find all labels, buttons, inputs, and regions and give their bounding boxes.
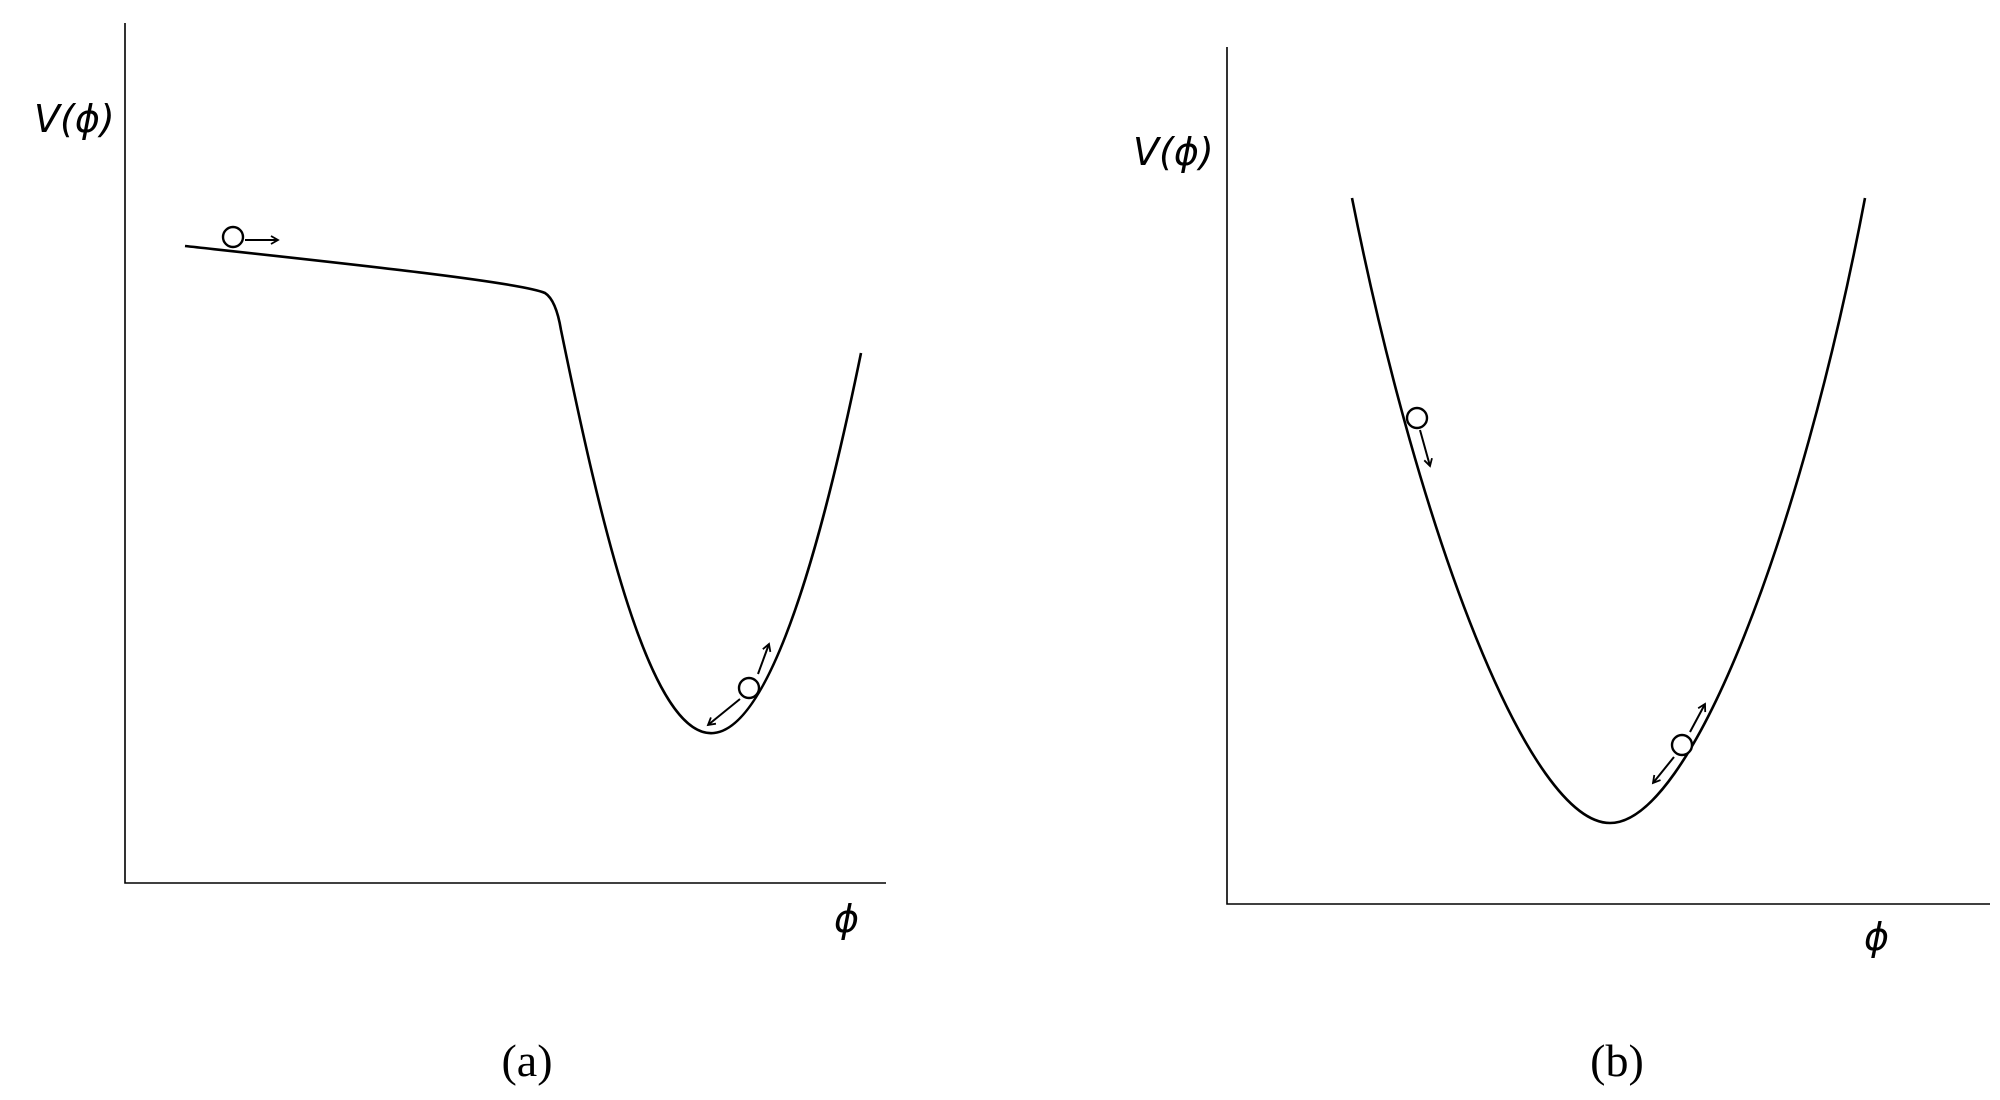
field-ball [1405, 406, 1429, 430]
potential-curve [1350, 197, 1867, 825]
arrow [1689, 702, 1707, 733]
field-ball [737, 676, 761, 700]
arrow [1651, 756, 1675, 785]
potential-curve [184, 244, 863, 735]
axes [124, 23, 886, 884]
panel-a: V(ϕ) ϕ (a) [34, 23, 886, 1086]
arrow [757, 642, 772, 675]
y-axis-label: V(ϕ) [34, 97, 115, 141]
x-axis-label: ϕ [834, 897, 859, 941]
arrow [1419, 429, 1433, 468]
caption: (b) [1590, 1035, 1644, 1086]
x-axis-label: ϕ [1864, 915, 1889, 959]
y-axis-label: V(ϕ) [1133, 130, 1214, 174]
field-ball [221, 225, 245, 249]
caption: (a) [501, 1035, 552, 1086]
panel-b: V(ϕ) ϕ (b) [1133, 47, 1990, 1086]
field-ball [1670, 733, 1694, 757]
axes [1226, 47, 1990, 905]
arrow [706, 698, 741, 727]
